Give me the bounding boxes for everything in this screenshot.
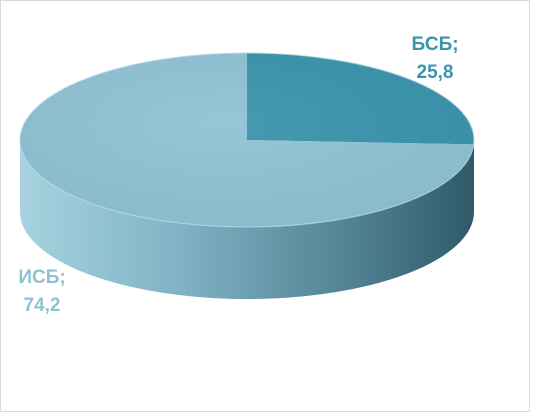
data-label-isb-name: ИСБ; <box>18 267 65 288</box>
pie-top-rim <box>19 52 475 228</box>
data-label-isb-value: 74,2 <box>24 295 61 316</box>
data-label-bsb-value: 25,8 <box>417 62 454 83</box>
pie-side-wall <box>20 140 474 299</box>
data-label-bsb-name: БСБ; <box>411 34 458 55</box>
